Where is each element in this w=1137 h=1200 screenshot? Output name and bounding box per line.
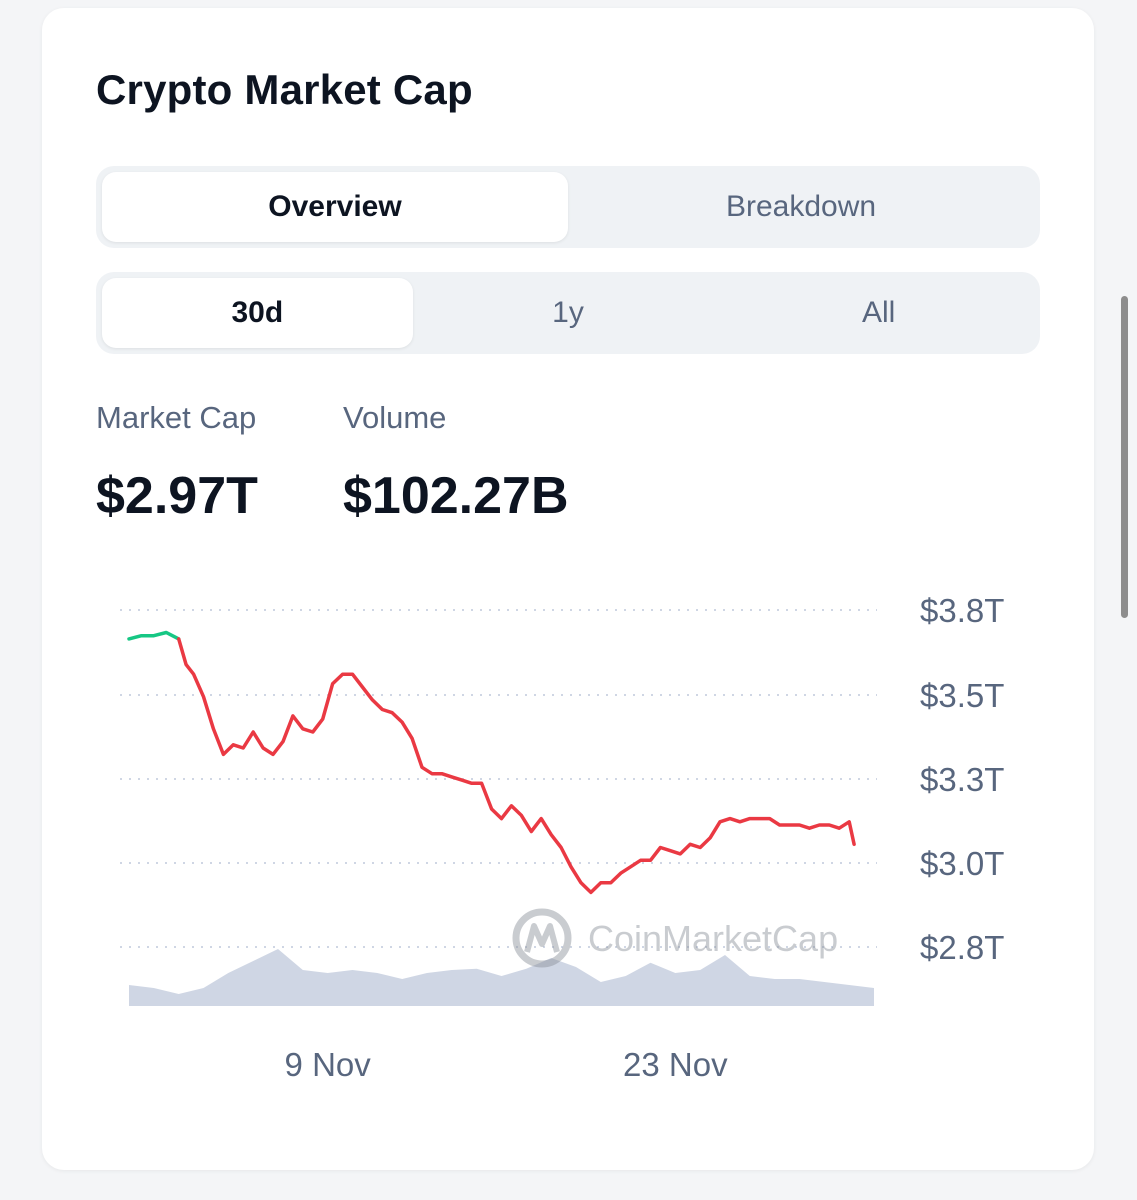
price-line-down — [176, 637, 856, 895]
market-cap-label: Market Cap — [96, 400, 257, 435]
market-cap-chart[interactable]: $3.8T $3.5T $3.3T $3.0T $2.8T CoinMarketCap 9 … — [42, 568, 1094, 1108]
coinmarketcap-watermark: CoinMarketCap — [512, 908, 838, 968]
volume-stat: Volume $102.27B — [343, 400, 569, 526]
range-1y-button[interactable]: 1y — [552, 296, 584, 329]
page-scrollbar[interactable] — [1121, 296, 1128, 618]
volume-value: $102.27B — [343, 467, 569, 525]
y-tick-label: $3.8T — [920, 592, 1004, 629]
card-title: Crypto Market Cap — [96, 66, 473, 113]
y-tick-label: $3.3T — [920, 761, 1004, 798]
y-tick-label: $2.8T — [920, 929, 1004, 966]
price-line-up — [127, 630, 181, 641]
volume-area — [129, 949, 874, 1006]
range-all-button[interactable]: All — [862, 296, 896, 329]
range-segmented-control: 30d 1y All — [96, 272, 1040, 354]
y-tick-label: $3.5T — [920, 677, 1004, 714]
volume-label: Volume — [343, 400, 447, 435]
crypto-market-cap-card: Crypto Market Cap Overview Breakdown 30d… — [42, 8, 1094, 1170]
tab-breakdown[interactable]: Breakdown — [725, 190, 877, 223]
coinmarketcap-logo-icon — [512, 908, 572, 968]
view-segmented-control: Overview Breakdown — [96, 166, 1040, 248]
watermark-text: CoinMarketCap — [588, 918, 838, 959]
y-tick-label: $3.0T — [920, 845, 1004, 882]
range-30d-button[interactable]: 30d — [102, 278, 413, 348]
market-cap-value: $2.97T — [96, 467, 258, 525]
x-tick-label: 9 Nov — [285, 1046, 372, 1083]
coinmarketcap-logo-mark — [524, 923, 560, 953]
x-tick-label: 23 Nov — [623, 1046, 728, 1083]
tab-overview[interactable]: Overview — [102, 172, 568, 242]
market-cap-stat: Market Cap $2.97T — [96, 400, 258, 526]
